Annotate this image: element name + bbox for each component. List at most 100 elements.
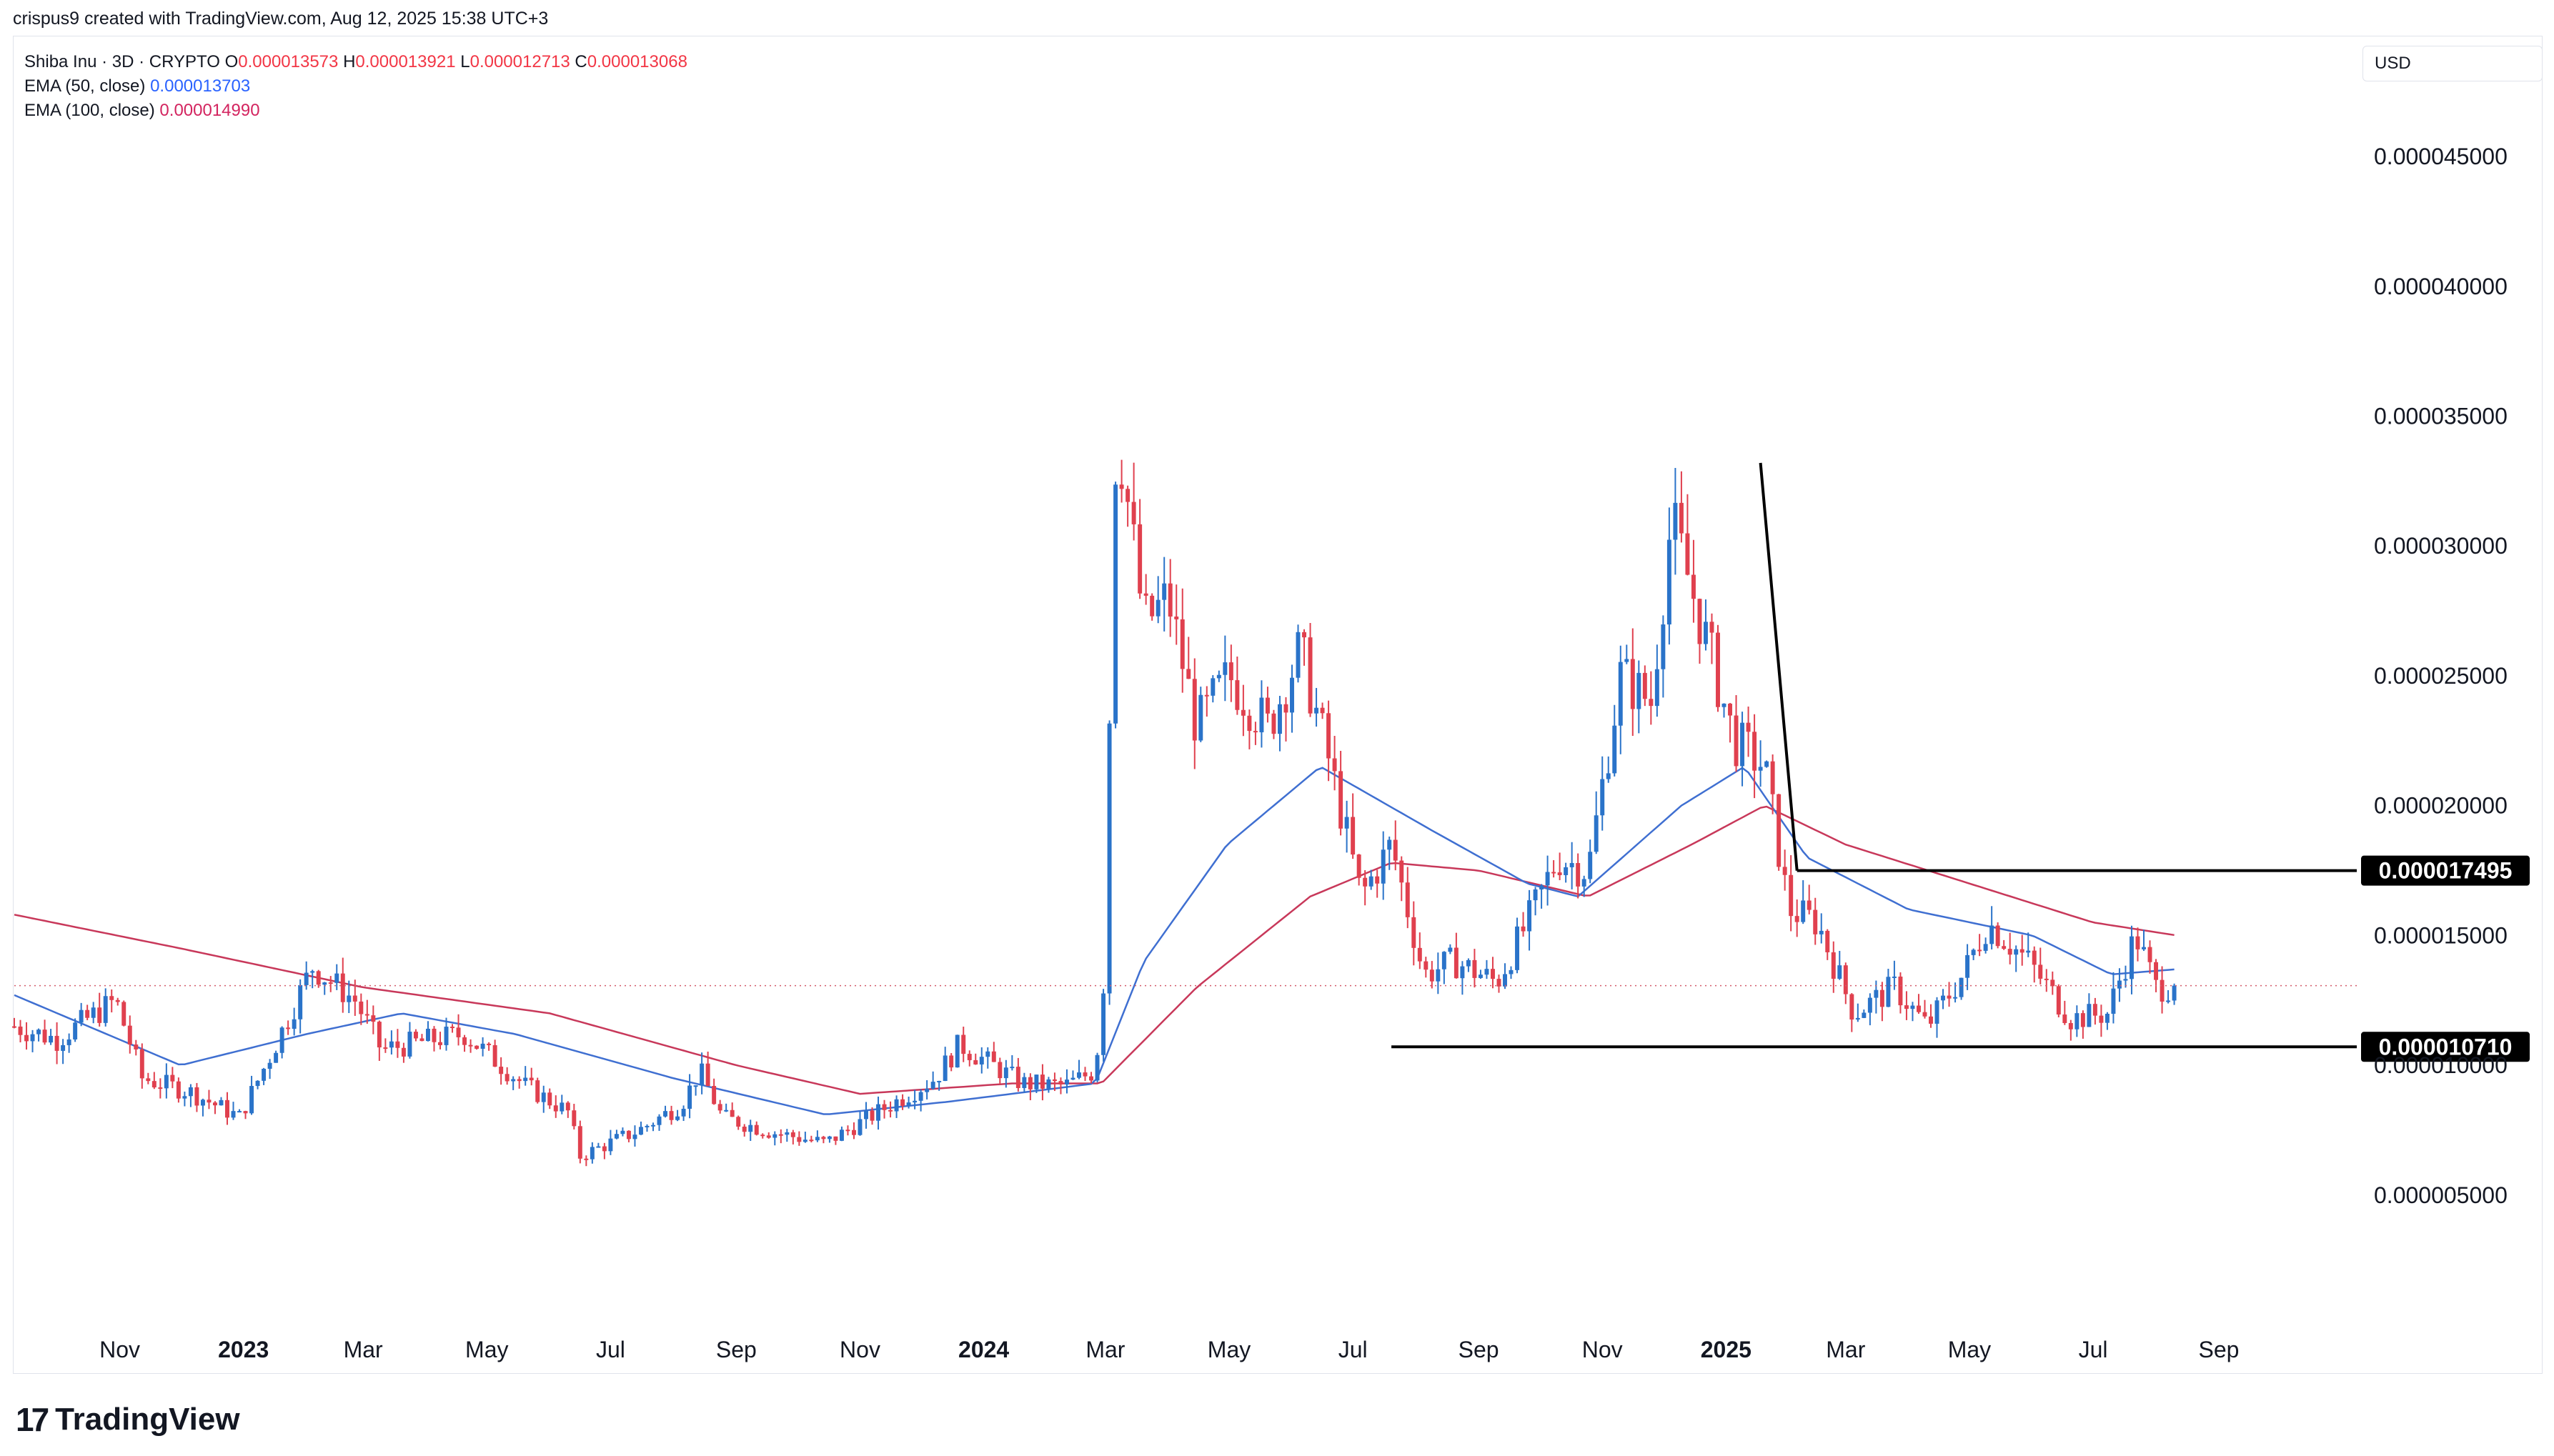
ema100-label: EMA (100, close) (24, 101, 155, 120)
candle-body (1375, 876, 1380, 884)
candle-body (1752, 732, 1757, 771)
candle-body (49, 1035, 54, 1043)
candle-body (237, 1111, 242, 1113)
candle-body (1661, 624, 1666, 669)
tradingview-wordmark: TradingView (55, 1402, 240, 1437)
high-value: 0.000013921 (355, 52, 456, 71)
level-label-box (2361, 855, 2530, 886)
candle-body (833, 1136, 838, 1141)
candle-body (1126, 489, 1131, 502)
candle-body (377, 1022, 382, 1048)
candle-body (1150, 595, 1155, 617)
candle-body (961, 1034, 966, 1054)
candle-body (815, 1137, 820, 1141)
candle-body (164, 1074, 169, 1089)
candle-body (444, 1027, 449, 1045)
candle-body (1576, 863, 1581, 887)
candle-body (705, 1063, 710, 1087)
candle-body (839, 1130, 844, 1141)
candle-body (371, 1015, 376, 1022)
candle-body (1509, 969, 1514, 974)
candle-body (766, 1135, 771, 1138)
ohlc-row: Shiba Inu · 3D · CRYPTO O0.000013573 H0.… (24, 50, 687, 74)
candle-body (1782, 867, 1787, 875)
x-tick-label: 2023 (218, 1337, 269, 1362)
chart-panel[interactable] (13, 36, 2543, 1374)
candle-body (1064, 1079, 1069, 1084)
candle-body (858, 1119, 863, 1135)
candle-body (139, 1049, 144, 1079)
candle-body (608, 1138, 613, 1152)
candle-body (1095, 1054, 1100, 1081)
candle-body (1734, 715, 1739, 767)
candle-body (219, 1100, 224, 1106)
candle-body (1673, 502, 1678, 540)
candle-body (1789, 874, 1794, 917)
candle-body (1588, 852, 1593, 879)
candle-body (2080, 1013, 2085, 1027)
candle-body (785, 1132, 790, 1135)
candle-body (1490, 969, 1495, 979)
candle-body (1965, 954, 1970, 978)
candle-body (1594, 815, 1599, 852)
candle-body (468, 1044, 473, 1047)
candle-body (626, 1130, 631, 1140)
candle-body (511, 1079, 516, 1082)
candle-body (1174, 616, 1179, 619)
candle-body (632, 1135, 637, 1140)
open-value: 0.000013573 (238, 52, 339, 71)
candle-body (1356, 854, 1361, 878)
symbol-title[interactable]: Shiba Inu · 3D · CRYPTO (24, 52, 220, 71)
y-tick-label: 0.000035000 (2374, 403, 2508, 429)
candle-body (1521, 926, 1526, 932)
chart-credit: crispus9 created with TradingView.com, A… (13, 9, 549, 29)
candle-body (876, 1104, 881, 1121)
candle-body (1874, 989, 1879, 998)
ema50-row[interactable]: EMA (50, close) 0.000013703 (24, 74, 687, 99)
candle-body (194, 1087, 199, 1106)
candle-body (1837, 965, 1842, 979)
candle-body (1022, 1077, 1027, 1088)
candle-body (1728, 703, 1733, 716)
candle-body (1855, 1017, 1860, 1020)
candle-body (1204, 694, 1209, 697)
candle-body (529, 1077, 534, 1081)
candle-body (937, 1081, 942, 1083)
candle-body (1052, 1079, 1057, 1082)
candle-body (1867, 997, 1872, 1013)
candle-body (1381, 849, 1386, 884)
candle-body (1223, 662, 1228, 675)
candle-body (1277, 704, 1282, 734)
level-label-box (2361, 1032, 2530, 1062)
currency-selector[interactable]: USD (2362, 46, 2543, 81)
candle-body (1916, 1005, 1921, 1012)
candle-body (480, 1043, 485, 1049)
candle-body (225, 1100, 229, 1118)
candle-body (596, 1146, 601, 1148)
candle-body (1308, 637, 1313, 714)
candle-body (553, 1105, 558, 1112)
candle-body (1777, 794, 1782, 867)
candle-body (955, 1034, 960, 1068)
candle-body (547, 1092, 552, 1106)
candle-body (1101, 993, 1106, 1055)
candle-body (1515, 926, 1520, 970)
candle-body (1721, 703, 1726, 707)
candle-body (304, 972, 309, 985)
candle-body (851, 1130, 856, 1135)
ema100-row[interactable]: EMA (100, close) 0.000014990 (24, 99, 687, 123)
tradingview-logo: 17 TradingView (16, 1400, 240, 1439)
candle-body (18, 1026, 23, 1035)
x-tick-label: May (1208, 1337, 1251, 1362)
candle-body (1454, 947, 1459, 979)
candle-body (1235, 680, 1240, 710)
candle-body (1241, 709, 1246, 716)
candle-body (1107, 723, 1112, 994)
candle-body (188, 1087, 193, 1097)
x-tick-label: Nov (1582, 1337, 1623, 1362)
candle-body (535, 1080, 540, 1102)
candle-body (1569, 863, 1574, 867)
candle-body (1168, 583, 1173, 617)
candle-body (109, 996, 114, 1000)
